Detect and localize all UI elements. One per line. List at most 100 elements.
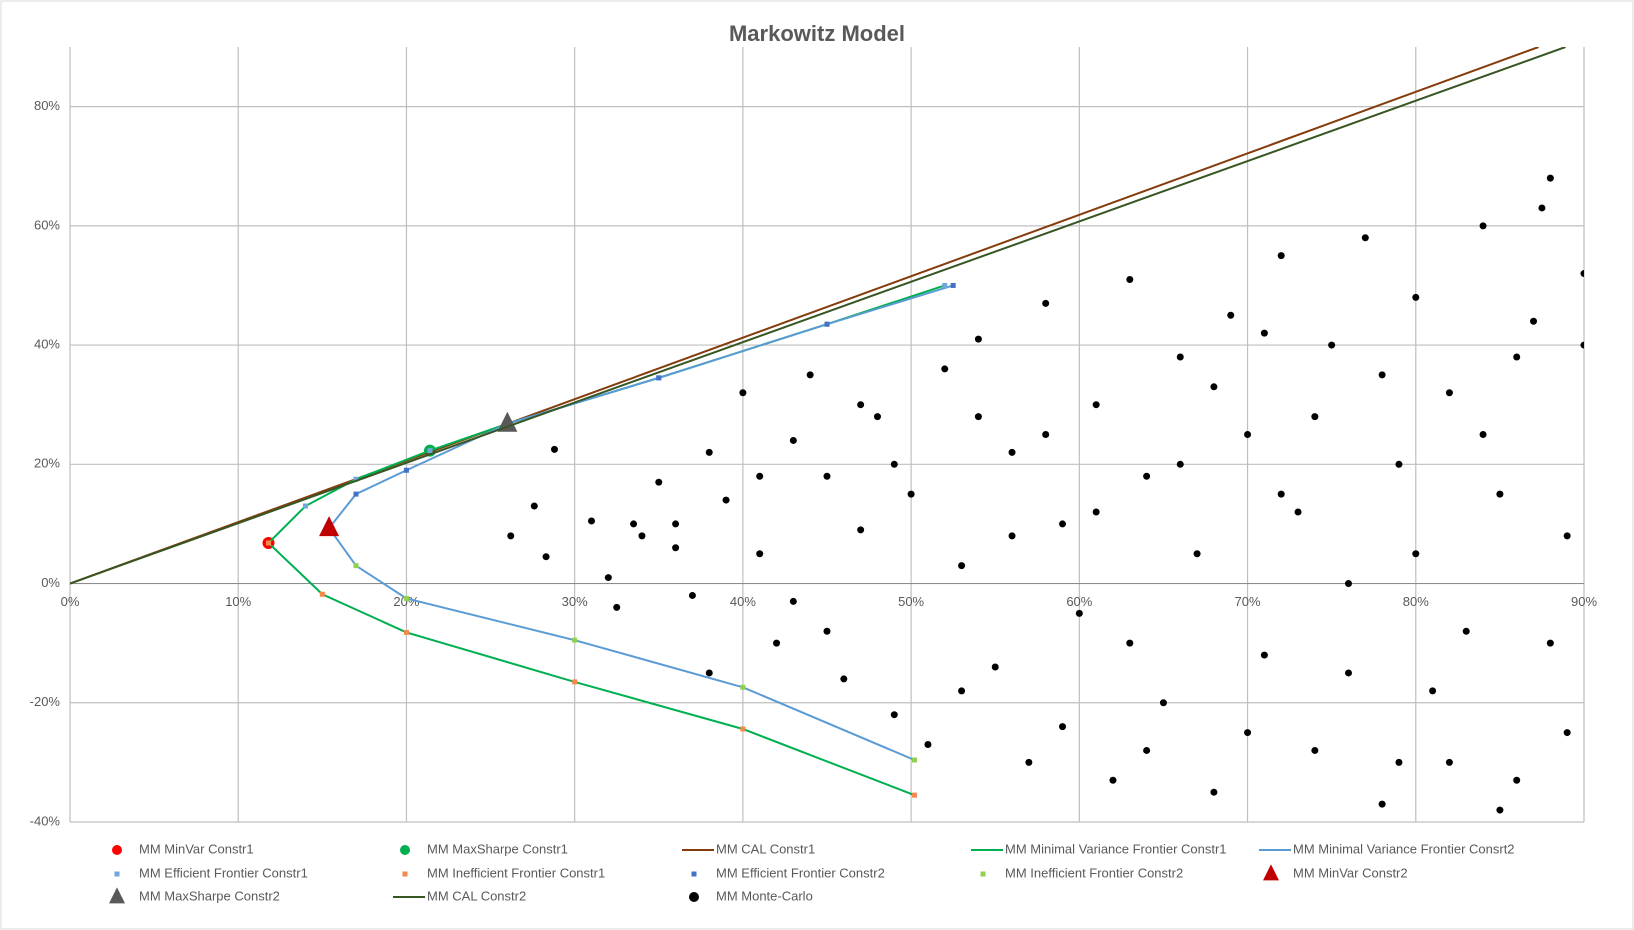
point bbox=[756, 472, 764, 480]
point bbox=[1244, 431, 1252, 438]
point bbox=[1378, 371, 1386, 379]
point bbox=[1513, 776, 1521, 784]
point bbox=[789, 436, 797, 444]
point bbox=[1496, 806, 1504, 814]
point bbox=[840, 675, 848, 683]
point bbox=[530, 502, 538, 510]
series bbox=[497, 411, 518, 432]
legend-label: MM CAL Constr2 bbox=[427, 888, 526, 903]
legend-item: MM Inefficient Frontier Constr1 bbox=[402, 865, 605, 880]
point bbox=[1445, 758, 1453, 766]
point bbox=[974, 335, 982, 343]
legend-item: MM MinVar Constr1 bbox=[112, 841, 254, 856]
point bbox=[1479, 431, 1487, 438]
legend-item: MM MaxSharpe Constr2 bbox=[109, 887, 280, 903]
point bbox=[974, 413, 982, 421]
point bbox=[1126, 276, 1134, 283]
point bbox=[705, 448, 713, 456]
legend-label: MM MaxSharpe Constr2 bbox=[139, 888, 280, 903]
point bbox=[1395, 460, 1403, 468]
point bbox=[941, 365, 949, 373]
legend-label: MM MinVar Constr2 bbox=[1293, 865, 1408, 880]
point bbox=[1378, 800, 1386, 808]
y-tick-label: 60% bbox=[34, 217, 60, 232]
y-tick-label: 40% bbox=[34, 337, 60, 352]
point bbox=[672, 520, 680, 528]
point bbox=[630, 520, 638, 528]
legend-label: MM Monte-Carlo bbox=[716, 888, 813, 903]
legend-item: MM MaxSharpe Constr1 bbox=[400, 841, 568, 856]
point bbox=[740, 684, 746, 690]
point bbox=[1042, 431, 1050, 438]
point bbox=[1445, 389, 1453, 397]
point bbox=[550, 445, 558, 453]
point bbox=[1176, 353, 1184, 361]
point bbox=[1092, 508, 1100, 516]
point bbox=[823, 627, 831, 635]
legend-label: MM Minimal Variance Frontier Constr1 bbox=[1005, 841, 1227, 856]
point bbox=[1244, 729, 1252, 737]
point bbox=[740, 726, 746, 732]
legend-label: MM Inefficient Frontier Constr2 bbox=[1005, 865, 1183, 880]
point bbox=[1260, 651, 1268, 659]
point bbox=[1344, 669, 1352, 677]
point bbox=[403, 467, 409, 473]
x-tick-label: 30% bbox=[562, 594, 588, 609]
legend-label: MM MinVar Constr1 bbox=[139, 841, 254, 856]
point bbox=[1294, 508, 1302, 516]
point bbox=[911, 792, 917, 798]
point bbox=[1159, 699, 1167, 707]
plot-area bbox=[70, 47, 1584, 814]
point bbox=[739, 389, 747, 397]
point bbox=[1546, 639, 1554, 647]
point bbox=[873, 413, 881, 421]
point bbox=[1092, 401, 1100, 409]
point bbox=[1530, 317, 1538, 325]
point bbox=[1109, 776, 1117, 784]
legend-symbol bbox=[689, 892, 699, 902]
point bbox=[1143, 746, 1151, 754]
series bbox=[319, 516, 340, 537]
point bbox=[403, 629, 409, 635]
point bbox=[950, 282, 956, 288]
point bbox=[1277, 252, 1285, 260]
point bbox=[1008, 532, 1016, 540]
y-tick-label: -40% bbox=[30, 813, 61, 828]
point bbox=[1395, 758, 1403, 766]
point bbox=[1260, 329, 1268, 337]
legend-label: MM MaxSharpe Constr1 bbox=[427, 841, 568, 856]
legend-label: MM Inefficient Frontier Constr1 bbox=[427, 865, 605, 880]
y-tick-label: 0% bbox=[41, 575, 60, 590]
point bbox=[958, 687, 966, 695]
x-tick-label: 70% bbox=[1235, 594, 1261, 609]
point bbox=[857, 526, 865, 534]
series bbox=[507, 174, 1584, 814]
x-tick-label: 0% bbox=[61, 594, 80, 609]
legend-label: MM Efficient Frontier Constr2 bbox=[716, 865, 885, 880]
point bbox=[722, 496, 730, 504]
point bbox=[1328, 341, 1336, 349]
point bbox=[427, 448, 433, 454]
legend-item: MM MinVar Constr2 bbox=[1263, 864, 1408, 880]
point bbox=[587, 517, 595, 525]
point bbox=[1412, 550, 1420, 558]
legend-item: MM Minimal Variance Frontier Consrt2 bbox=[1259, 841, 1515, 856]
point bbox=[672, 544, 680, 552]
x-tick-label: 50% bbox=[898, 594, 924, 609]
x-tick-label: 20% bbox=[393, 594, 419, 609]
legend-item: MM Efficient Frontier Constr2 bbox=[691, 865, 885, 880]
point bbox=[638, 532, 646, 540]
legend-item: MM CAL Constr1 bbox=[682, 841, 815, 856]
point bbox=[890, 460, 898, 468]
x-tick-label: 40% bbox=[730, 594, 756, 609]
point bbox=[353, 563, 359, 569]
point bbox=[1059, 723, 1067, 731]
point bbox=[656, 375, 662, 381]
series-line bbox=[327, 284, 954, 761]
point bbox=[1361, 234, 1369, 242]
point bbox=[1479, 222, 1487, 230]
point bbox=[572, 679, 578, 685]
point bbox=[1311, 413, 1319, 421]
series bbox=[70, 47, 1566, 585]
